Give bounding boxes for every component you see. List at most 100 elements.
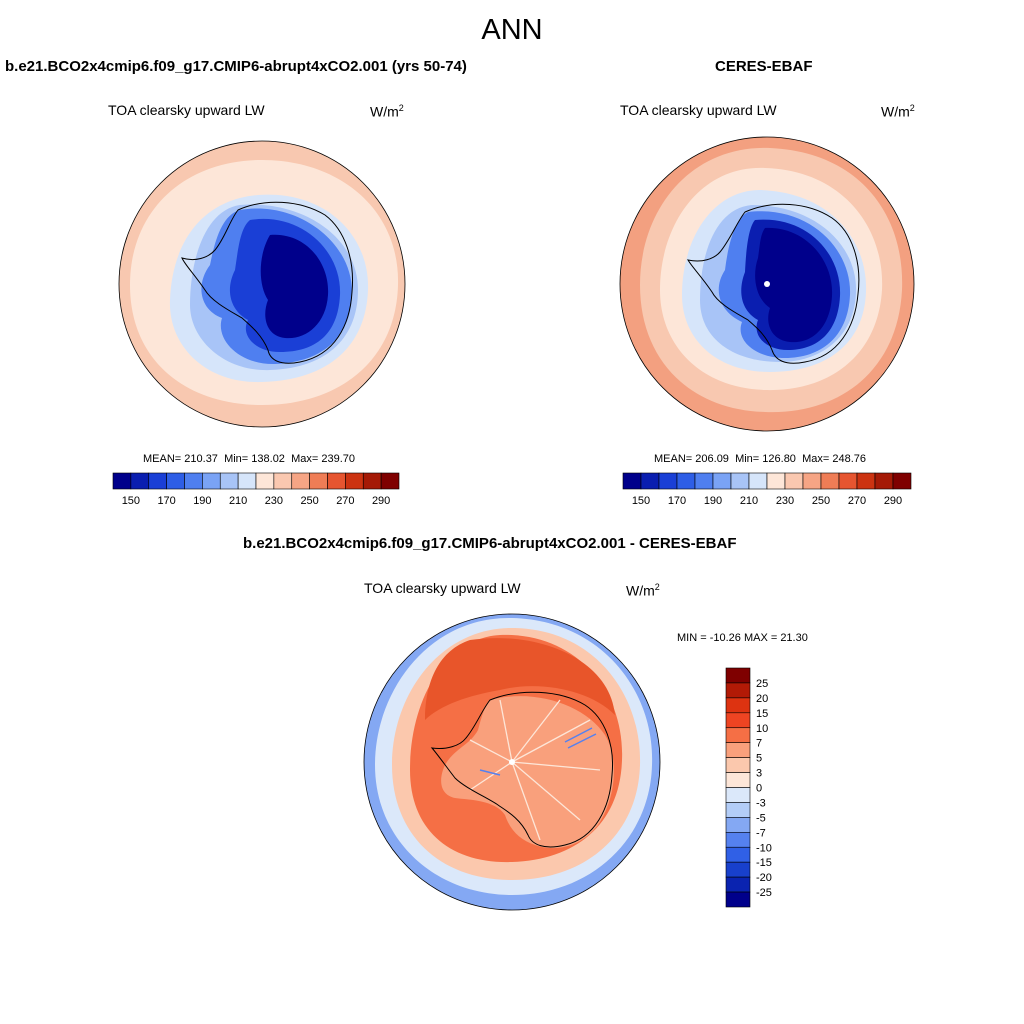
colorbar-3-label-3: 10 <box>756 723 768 735</box>
colorbar-1-label-2: 190 <box>193 495 211 507</box>
colorbar-2: 150 170 190 210 230 250 270 290 <box>622 472 912 507</box>
colorbar-3-label-13: -20 <box>756 872 772 884</box>
colorbar-2-label-7: 290 <box>884 495 902 507</box>
colorbar-2-swatch-10 <box>802 472 822 490</box>
colorbar-3-label-7: 0 <box>756 783 762 795</box>
colorbar-1-swatch-6 <box>219 472 239 490</box>
colorbar-3-label-14: -25 <box>756 887 772 899</box>
map-2-plateau <box>755 227 833 343</box>
colorbar-1-swatch-0 <box>112 472 132 490</box>
map-3-continent <box>441 696 614 849</box>
colorbar-3-swatch-12 <box>725 846 751 863</box>
map-3-hot-arc <box>425 638 615 720</box>
colorbar-3-swatch-5 <box>725 742 751 758</box>
panel-2-title: CERES-EBAF <box>715 58 813 75</box>
colorbar-1-label-4: 230 <box>265 495 283 507</box>
colorbar-2-swatch-11 <box>820 472 840 490</box>
panel-1-min: 138.02 <box>251 453 285 465</box>
colorbar-3-swatch-1 <box>725 682 751 699</box>
map-3-streaks <box>469 699 601 841</box>
colorbar-1-swatch-1 <box>130 472 150 490</box>
colorbar-3-swatch-2 <box>725 697 751 714</box>
colorbar-3-label-1: 20 <box>756 693 768 705</box>
colorbar-1: 150 170 190 210 230 250 270 290 <box>112 472 400 507</box>
panel-2-variable: TOA clearsky upward LW <box>620 102 777 118</box>
panel-1-max: 239.70 <box>321 453 355 465</box>
colorbar-2-label-3: 210 <box>740 495 758 507</box>
colorbar-2-label-6: 270 <box>848 495 866 507</box>
map-3-border <box>363 613 661 911</box>
panel-3-stats: MIN = -10.26 MAX = 21.30 <box>677 632 808 644</box>
colorbar-3-swatch-14 <box>725 876 751 893</box>
colorbar-3-swatch-3 <box>725 712 751 729</box>
colorbar-3-label-2: 15 <box>756 708 768 720</box>
colorbar-1-label-5: 250 <box>300 495 318 507</box>
panel-1-min-label: Min= <box>224 453 249 465</box>
panel-2-max-label: Max= <box>802 453 830 465</box>
colorbar-3-swatch-8 <box>725 787 751 803</box>
colorbar-1-swatch-7 <box>237 472 257 490</box>
colorbar-3-label-11: -10 <box>756 842 772 854</box>
panel-1-units-exp: 2 <box>398 103 404 113</box>
colorbar-2-swatch-8 <box>766 472 786 490</box>
map-1 <box>119 141 405 427</box>
colorbar-3-label-5: 5 <box>756 753 762 765</box>
colorbar-1-swatch-2 <box>148 472 167 490</box>
colorbar-1-swatch-3 <box>166 472 185 490</box>
colorbar-1-label-3: 210 <box>229 495 247 507</box>
colorbar-2-swatch-4 <box>694 472 714 490</box>
colorbar-2-swatch-1 <box>640 472 660 490</box>
colorbar-3-label-12: -15 <box>756 857 772 869</box>
colorbar-3-swatch-4 <box>725 727 751 743</box>
panel-3-units-exp: 2 <box>654 582 660 592</box>
panel-3-variable: TOA clearsky upward LW <box>364 580 521 596</box>
colorbar-1-swatch-15 <box>380 472 400 490</box>
panel-2-max: 248.76 <box>832 453 866 465</box>
map-2-border <box>619 136 915 432</box>
colorbar-1-swatch-5 <box>202 472 221 490</box>
colorbar-1-swatch-13 <box>345 472 364 490</box>
colorbar-2-label-2: 190 <box>704 495 722 507</box>
panel-1-max-label: Max= <box>291 453 319 465</box>
colorbar-2-label-4: 230 <box>776 495 794 507</box>
colorbar-3-swatch-7 <box>725 772 751 788</box>
panel-2-mean-label: MEAN= <box>654 453 693 465</box>
colorbar-2-label-5: 250 <box>812 495 830 507</box>
colorbar-1-swatch-11 <box>309 472 328 490</box>
panel-2-mean: 206.09 <box>695 453 729 465</box>
colorbar-2-swatch-12 <box>838 472 858 490</box>
colorbar-1-label-1: 170 <box>157 495 175 507</box>
panel-1-mean-label: MEAN= <box>143 453 182 465</box>
panel-1-title: b.e21.BCO2x4cmip6.f09_g17.CMIP6-abrupt4x… <box>5 58 467 75</box>
main-title: ANN <box>481 14 543 46</box>
panel-2-units: W/m2 <box>881 103 915 120</box>
colorbar-2-swatch-7 <box>748 472 768 490</box>
panel-1-mean: 210.37 <box>184 453 218 465</box>
colorbar-1-label-0: 150 <box>122 495 140 507</box>
colorbar-1-swatch-4 <box>184 472 203 490</box>
map-2-coastline <box>687 203 860 364</box>
map-3-cool-streaks <box>479 727 597 776</box>
map-1-border <box>118 140 406 428</box>
colorbar-3-label-6: 3 <box>756 768 762 780</box>
colorbar-3-swatch-13 <box>725 861 751 878</box>
colorbar-3-swatch-10 <box>725 817 751 833</box>
colorbar-1-swatch-9 <box>273 472 293 490</box>
colorbar-3-label-4: 7 <box>756 738 762 750</box>
map-1-coastline <box>181 201 354 364</box>
map-2 <box>620 137 914 431</box>
panel-2-min: 126.80 <box>762 453 796 465</box>
colorbar-2-swatch-0 <box>622 472 642 490</box>
colorbar-3-swatch-6 <box>725 757 751 773</box>
colorbar-2-swatch-13 <box>856 472 876 490</box>
colorbar-3-label-10: -7 <box>756 827 766 839</box>
panel-3-units: W/m2 <box>626 582 660 599</box>
colorbar-3-label-9: -5 <box>756 812 766 824</box>
map-3-pole-point <box>509 759 515 765</box>
panel-1-variable: TOA clearsky upward LW <box>108 102 265 118</box>
map-1-plateau <box>260 234 329 339</box>
panel-2-units-base: W/m <box>881 103 910 120</box>
colorbar-3-swatch-0 <box>725 667 751 684</box>
panel-1-stats: MEAN= 210.37 Min= 138.02 Max= 239.70 <box>143 453 355 465</box>
